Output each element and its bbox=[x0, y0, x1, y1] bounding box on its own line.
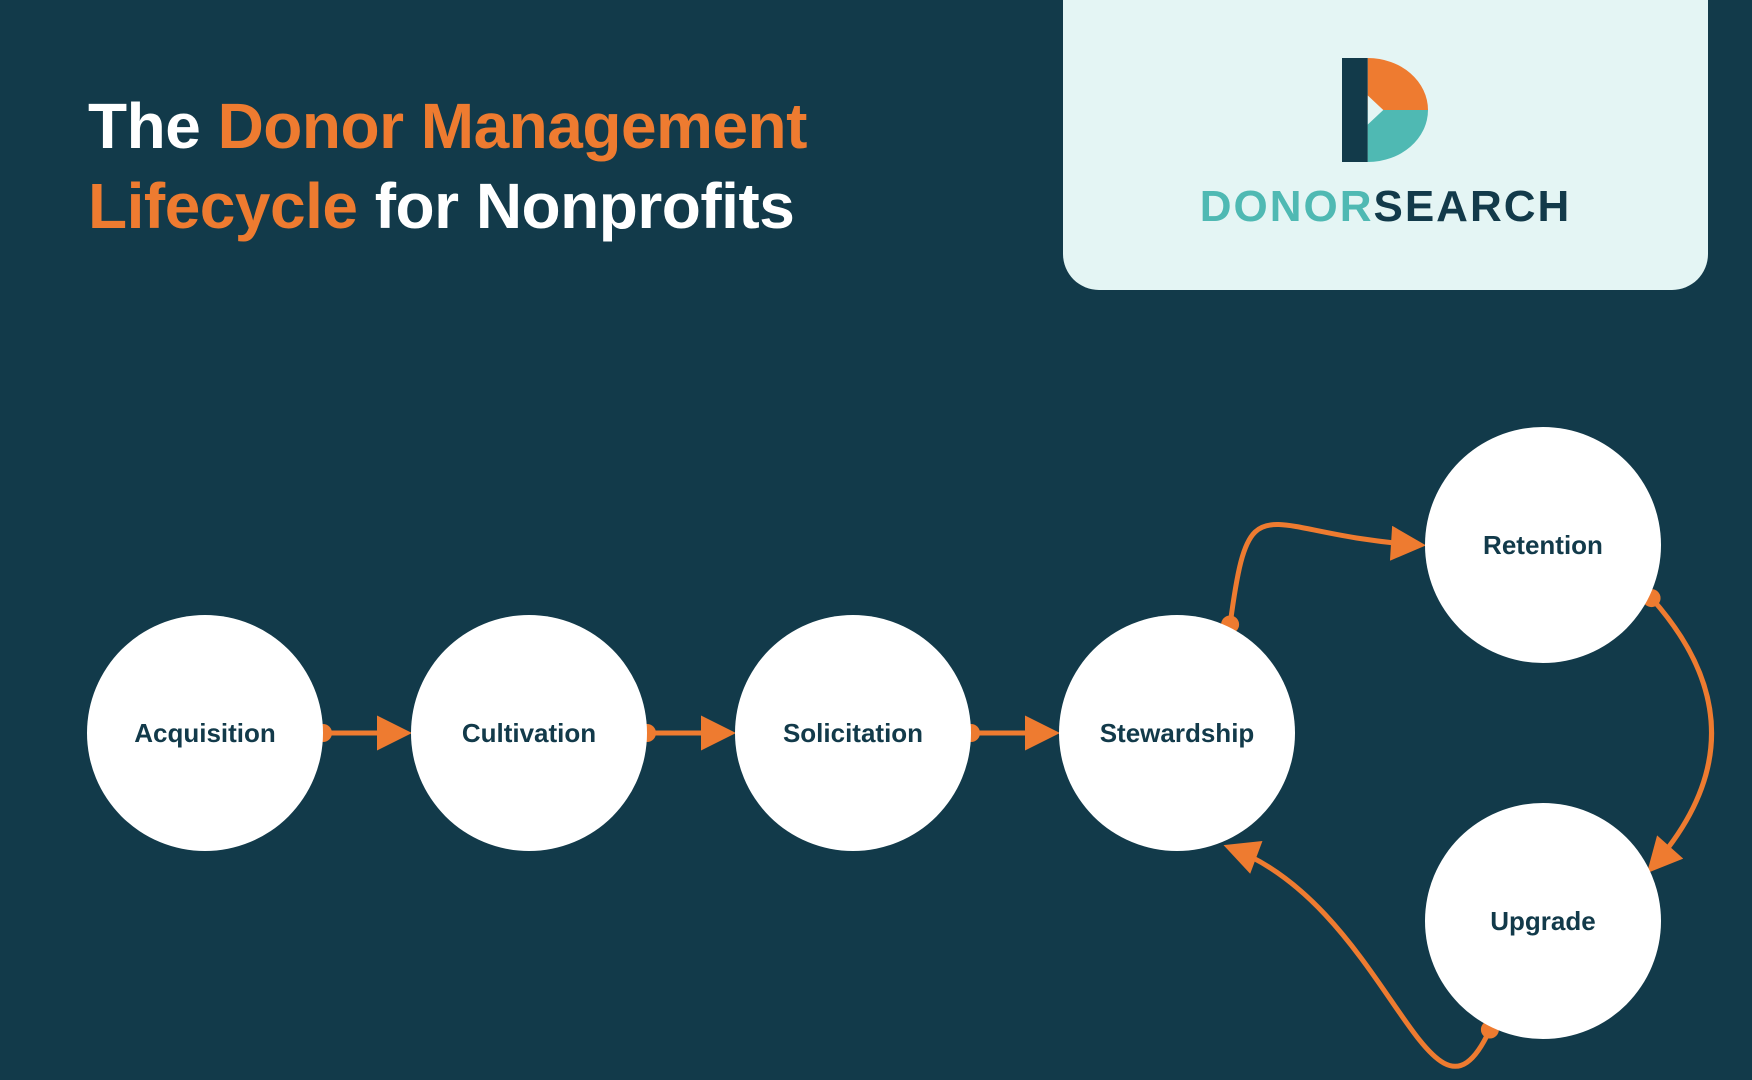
title-word: The bbox=[88, 90, 218, 162]
flow-node-upg: Upgrade bbox=[1425, 803, 1661, 1039]
brand-part-search: SEARCH bbox=[1373, 182, 1571, 231]
flow-node-stw: Stewardship bbox=[1059, 615, 1295, 851]
brand-badge: DONORSEARCH bbox=[1063, 0, 1708, 290]
title-word: for Nonprofits bbox=[375, 170, 795, 242]
flow-node-ret: Retention bbox=[1425, 427, 1661, 663]
brand-part-donor: DONOR bbox=[1200, 182, 1374, 231]
infographic-canvas: The Donor Management Lifecycle for Nonpro… bbox=[0, 0, 1752, 1080]
flow-node-acq: Acquisition bbox=[87, 615, 323, 851]
title-word: Donor Management bbox=[218, 90, 807, 162]
flow-node-cul: Cultivation bbox=[411, 615, 647, 851]
flow-node-sol: Solicitation bbox=[735, 615, 971, 851]
donorsearch-logo-icon bbox=[1342, 58, 1428, 162]
brand-wordmark: DONORSEARCH bbox=[1200, 182, 1572, 232]
title-word: Lifecycle bbox=[88, 170, 375, 242]
page-title: The Donor Management Lifecycle for Nonpro… bbox=[88, 86, 807, 246]
